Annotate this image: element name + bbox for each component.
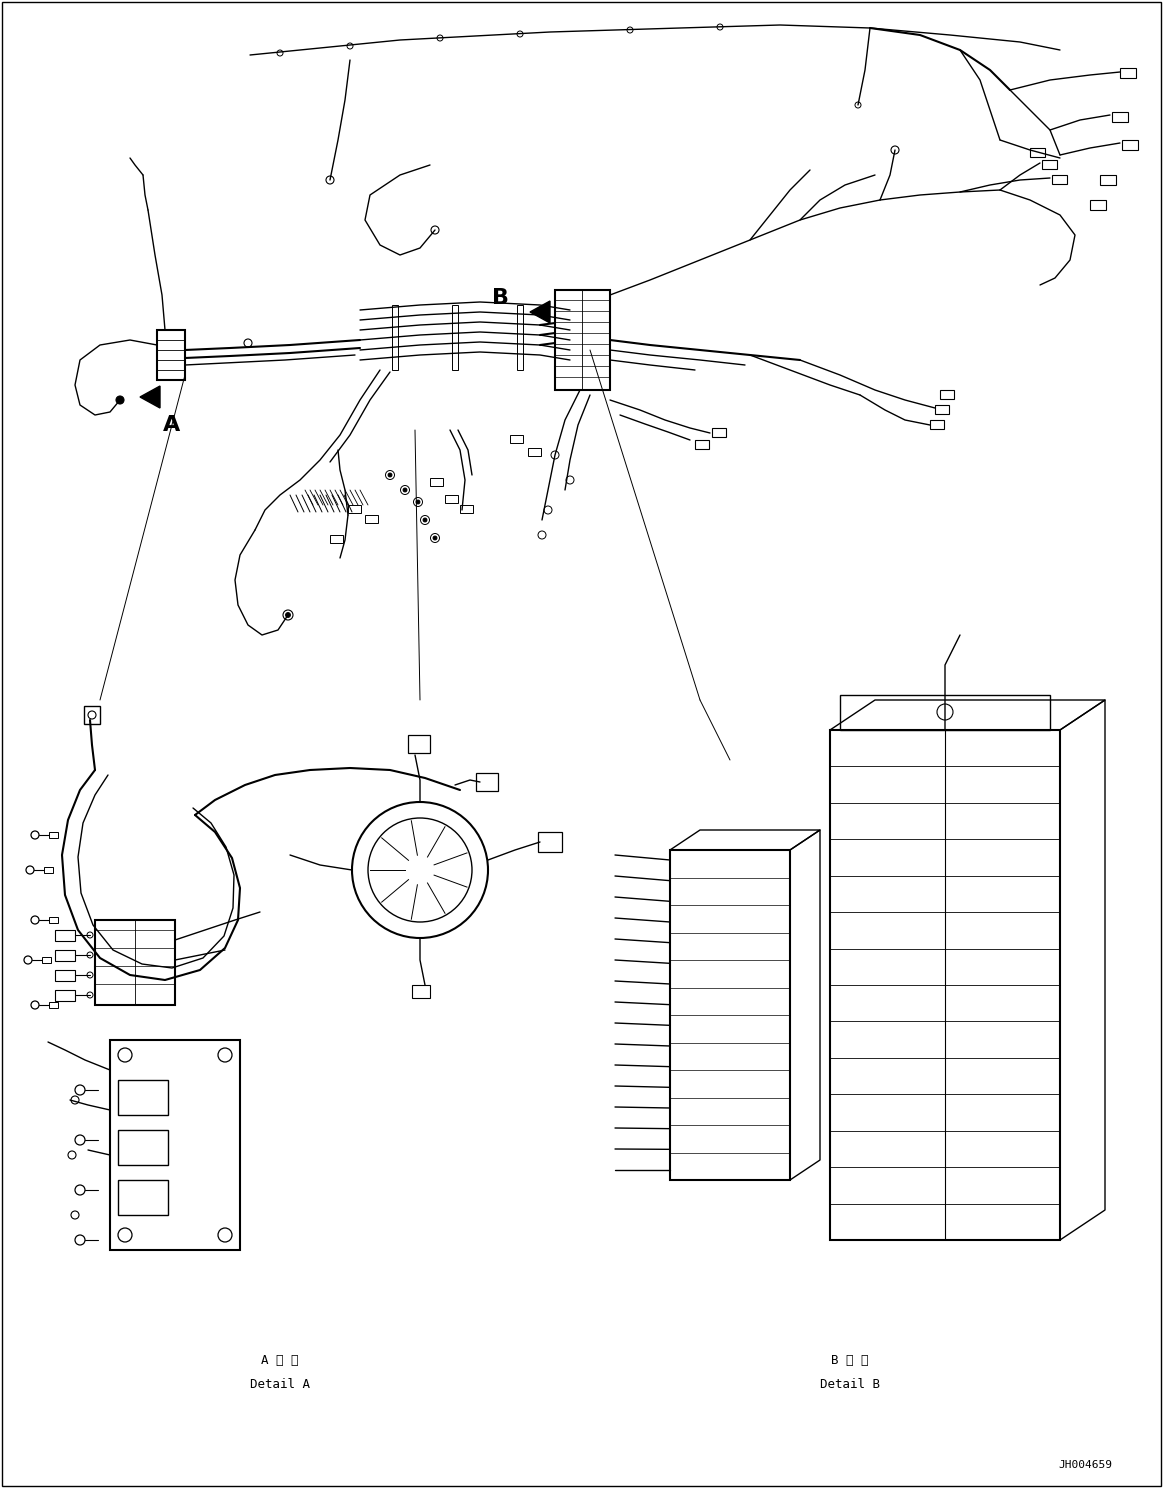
- Bar: [452, 305, 458, 371]
- Circle shape: [285, 613, 291, 618]
- Bar: [117, 1080, 167, 1115]
- Bar: [1090, 199, 1106, 210]
- Text: A: A: [163, 415, 180, 434]
- Bar: [348, 504, 361, 513]
- Bar: [538, 832, 562, 853]
- Bar: [935, 405, 949, 414]
- Polygon shape: [140, 385, 160, 408]
- Text: JH004659: JH004659: [1058, 1460, 1112, 1470]
- Polygon shape: [530, 301, 550, 323]
- Bar: [1042, 161, 1057, 170]
- Bar: [930, 420, 944, 429]
- Circle shape: [388, 473, 392, 478]
- Text: A 詳 細: A 詳 細: [262, 1354, 299, 1366]
- Bar: [511, 434, 523, 443]
- Bar: [518, 305, 523, 371]
- Bar: [695, 440, 709, 449]
- Bar: [55, 990, 74, 1001]
- Text: B 詳 細: B 詳 細: [832, 1354, 869, 1366]
- Bar: [476, 772, 498, 792]
- Bar: [117, 1129, 167, 1165]
- Bar: [55, 949, 74, 961]
- Bar: [712, 429, 726, 437]
- Bar: [84, 705, 100, 725]
- Bar: [55, 930, 74, 940]
- Bar: [157, 330, 185, 379]
- Bar: [392, 305, 398, 371]
- Bar: [940, 390, 954, 399]
- Circle shape: [116, 396, 124, 405]
- Bar: [42, 957, 51, 963]
- Bar: [1122, 140, 1139, 150]
- Circle shape: [404, 488, 407, 493]
- Bar: [528, 448, 541, 455]
- Circle shape: [423, 518, 427, 522]
- Bar: [555, 290, 611, 390]
- Bar: [110, 1040, 240, 1250]
- Circle shape: [416, 500, 420, 504]
- Circle shape: [433, 536, 437, 540]
- Bar: [1100, 176, 1116, 185]
- Text: Detail B: Detail B: [820, 1378, 880, 1391]
- Bar: [49, 917, 58, 923]
- Text: Detail A: Detail A: [250, 1378, 311, 1391]
- Bar: [1112, 112, 1128, 122]
- Bar: [44, 868, 53, 873]
- Bar: [840, 695, 1050, 731]
- Bar: [1120, 68, 1136, 77]
- Bar: [430, 478, 443, 487]
- Bar: [55, 970, 74, 981]
- Text: B: B: [492, 289, 508, 308]
- Bar: [1030, 147, 1046, 158]
- Bar: [365, 515, 378, 522]
- Bar: [670, 850, 790, 1180]
- Bar: [408, 735, 430, 753]
- Bar: [49, 1001, 58, 1007]
- Bar: [412, 985, 430, 998]
- Bar: [445, 496, 458, 503]
- Bar: [1053, 176, 1066, 185]
- Bar: [95, 920, 174, 1004]
- Bar: [461, 504, 473, 513]
- Bar: [330, 536, 343, 543]
- Bar: [49, 832, 58, 838]
- Bar: [830, 731, 1059, 1240]
- Bar: [117, 1180, 167, 1216]
